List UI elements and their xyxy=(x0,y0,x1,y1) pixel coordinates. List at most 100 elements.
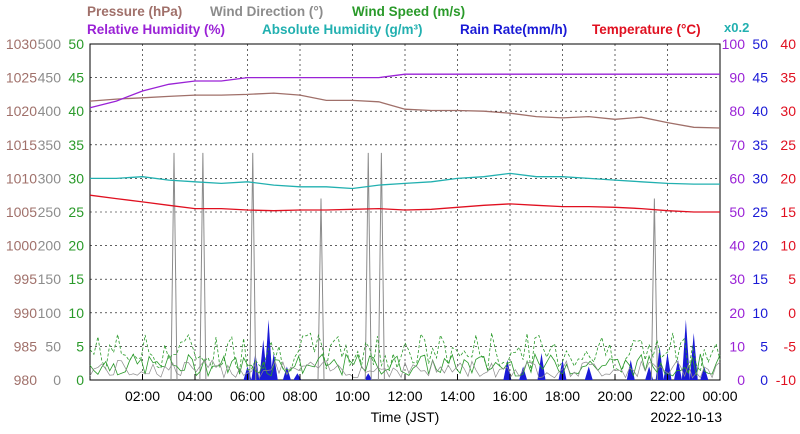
wind_speed-tick-label: 30 xyxy=(68,170,84,186)
rain-mark xyxy=(700,366,709,380)
temperature-tick-label: 5 xyxy=(788,271,796,287)
pressure-tick-label: 1030 xyxy=(6,36,37,52)
wind-direction-spike xyxy=(249,152,257,381)
legend-absolute-humidity: Absolute Humidity (g/m³) xyxy=(262,22,423,37)
pressure-tick-label: 995 xyxy=(14,271,38,287)
wind_direction-tick-label: 150 xyxy=(38,271,62,287)
pressure-tick-label: 1010 xyxy=(6,170,37,186)
rain-mark xyxy=(689,332,698,380)
legend-rain-rate: Rain Rate(mm/h) xyxy=(460,22,567,37)
legend-temperature: Temperature (°C) xyxy=(592,22,701,37)
rain-mark xyxy=(293,373,302,380)
wind_direction-tick-label: 100 xyxy=(38,305,62,321)
rain-mark xyxy=(503,359,512,380)
x-tick-label: 02:00 xyxy=(125,388,160,404)
wind_speed-tick-label: 5 xyxy=(76,338,84,354)
temperature-line xyxy=(89,194,720,213)
wind_speed-tick-label: 40 xyxy=(68,103,84,119)
wind_speed-tick-label: 10 xyxy=(68,305,84,321)
temperature-tick-label: 15 xyxy=(780,204,796,220)
x-tick-label: 20:00 xyxy=(597,388,632,404)
relative_humidity-tick-label: 60 xyxy=(729,170,745,186)
relative_humidity-tick-label: 40 xyxy=(729,238,745,254)
relative_humidity-tick-label: 70 xyxy=(729,137,745,153)
relative-line xyxy=(89,73,720,109)
wind_speed-tick-label: 15 xyxy=(68,271,84,287)
rain-mark xyxy=(681,319,690,380)
x-tick-label: 04:00 xyxy=(177,388,212,404)
rain_rate-tick-label: 35 xyxy=(752,137,768,153)
scale-note: x0.2 xyxy=(724,20,749,35)
rain_rate-tick-label: 30 xyxy=(752,170,768,186)
rain_rate-tick-label: 25 xyxy=(752,204,768,220)
pressure-tick-label: 1020 xyxy=(6,103,37,119)
rain-mark xyxy=(674,359,682,380)
wind_direction-tick-label: 50 xyxy=(45,338,61,354)
relative_humidity-tick-label: 100 xyxy=(722,36,746,52)
x-tick-label: 08:00 xyxy=(282,388,317,404)
legend-wind-direction: Wind Direction (°) xyxy=(210,4,323,19)
wind_direction-tick-label: 500 xyxy=(38,36,62,52)
pressure-tick-label: 1000 xyxy=(6,238,37,254)
relative_humidity-tick-label: 20 xyxy=(729,305,745,321)
relative_humidity-tick-label: 10 xyxy=(729,338,745,354)
rain-mark xyxy=(584,366,593,380)
pressure-tick-label: 1015 xyxy=(6,137,37,153)
temperature-tick-label: 35 xyxy=(780,70,796,86)
date-label: 2022-10-13 xyxy=(650,409,722,425)
rain_rate-tick-label: 5 xyxy=(760,338,768,354)
temperature-tick-label: 30 xyxy=(780,103,796,119)
wind-speed-noise xyxy=(89,332,721,379)
wind_direction-tick-label: 300 xyxy=(38,170,62,186)
rain-mark xyxy=(537,353,546,380)
absolute-line xyxy=(90,172,720,190)
temperature-tick-label: -5 xyxy=(784,338,797,354)
wind_direction-tick-label: 450 xyxy=(38,70,62,86)
wind_speed-tick-label: 50 xyxy=(68,36,84,52)
wind_direction-tick-label: 400 xyxy=(38,103,62,119)
wind-direction-spike xyxy=(317,198,325,381)
rain_rate-tick-label: 50 xyxy=(752,36,768,52)
legend-wind-speed: Wind Speed (m/s) xyxy=(352,4,465,19)
wind_speed-tick-label: 25 xyxy=(68,204,84,220)
rain_rate-tick-label: 20 xyxy=(752,238,768,254)
relative_humidity-tick-label: 30 xyxy=(729,271,745,287)
wind_direction-tick-label: 250 xyxy=(38,204,62,220)
relative_humidity-tick-label: 50 xyxy=(729,204,745,220)
wind_speed-tick-label: 0 xyxy=(76,372,84,388)
x-axis-label: Time (JST) xyxy=(371,409,440,425)
temperature-tick-label: 40 xyxy=(780,36,796,52)
relative_humidity-tick-label: 0 xyxy=(737,372,745,388)
pressure-line xyxy=(89,92,721,129)
wind-direction-line xyxy=(89,359,721,379)
x-tick-label: 16:00 xyxy=(492,388,527,404)
rain-mark xyxy=(663,353,672,380)
wind-direction-spikes xyxy=(170,152,658,381)
relative_humidity-tick-label: 90 xyxy=(729,70,745,86)
wind_direction-tick-label: 350 xyxy=(38,137,62,153)
wind-direction-spike xyxy=(364,152,372,381)
wind-direction-spike xyxy=(170,152,178,381)
wind-direction-spike xyxy=(650,198,658,381)
rain_rate-tick-label: 45 xyxy=(752,70,768,86)
temperature-tick-label: -10 xyxy=(776,372,796,388)
temperature-tick-label: 0 xyxy=(788,305,796,321)
axis-ticks: 02:00 04:00 06:00 08:00 10:00 12:00 14:00 16:00… xyxy=(6,36,796,404)
series-lines xyxy=(89,73,721,213)
wind-direction-spike xyxy=(377,152,385,381)
rain-mark xyxy=(282,366,291,380)
pressure-tick-label: 985 xyxy=(14,338,38,354)
x-tick-label: 00:00 xyxy=(702,388,737,404)
x-tick-label: 12:00 xyxy=(387,388,422,404)
relative_humidity-tick-label: 80 xyxy=(729,103,745,119)
rain_rate-tick-label: 10 xyxy=(752,305,768,321)
temperature-tick-label: 20 xyxy=(780,170,796,186)
legend-relative-humidity: Relative Humidity (%) xyxy=(87,22,225,37)
rain-mark xyxy=(558,359,567,380)
x-tick-label: 18:00 xyxy=(545,388,580,404)
wind_speed-tick-label: 20 xyxy=(68,238,84,254)
temperature-tick-label: 25 xyxy=(780,137,796,153)
wind_direction-tick-label: 200 xyxy=(38,238,62,254)
wind_speed-tick-label: 35 xyxy=(68,137,84,153)
